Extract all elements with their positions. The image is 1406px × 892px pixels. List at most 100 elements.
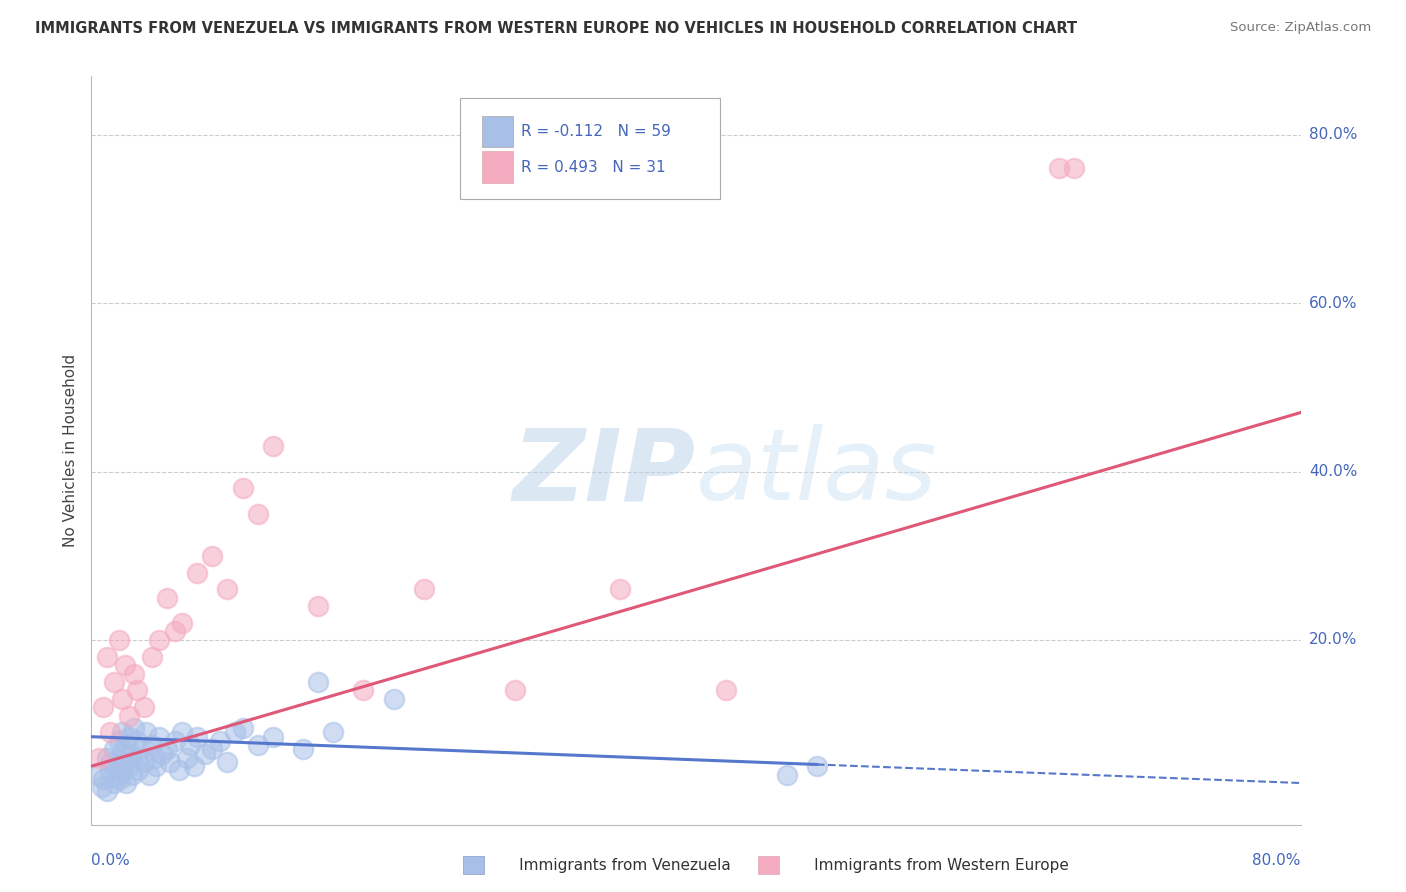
Text: R = 0.493   N = 31: R = 0.493 N = 31	[520, 160, 665, 175]
Text: 80.0%: 80.0%	[1309, 128, 1357, 142]
Point	[96, 649, 118, 664]
Point	[776, 767, 799, 781]
Point	[148, 730, 170, 744]
Text: atlas: atlas	[696, 425, 938, 522]
Text: Immigrants from Western Europe: Immigrants from Western Europe	[780, 858, 1069, 872]
Point	[107, 734, 129, 748]
Point	[138, 767, 160, 781]
Point	[125, 734, 148, 748]
Point	[1063, 161, 1085, 176]
Point	[135, 725, 157, 739]
Text: Immigrants from Venezuela: Immigrants from Venezuela	[485, 858, 731, 872]
Point	[104, 759, 127, 773]
Point	[217, 582, 239, 597]
Text: 40.0%: 40.0%	[1309, 464, 1357, 479]
Point	[87, 750, 110, 764]
Point	[352, 683, 374, 698]
Point	[98, 725, 121, 739]
Text: 20.0%: 20.0%	[1309, 632, 1357, 648]
Point	[96, 784, 118, 798]
Point	[159, 755, 181, 769]
Point	[125, 683, 148, 698]
Point	[134, 755, 156, 769]
Point	[122, 666, 145, 681]
Text: 60.0%: 60.0%	[1309, 295, 1357, 310]
Point	[91, 780, 114, 795]
Point	[129, 742, 152, 756]
Point	[714, 683, 737, 698]
Text: 0.0%: 0.0%	[91, 853, 131, 868]
Point	[186, 566, 208, 580]
Point	[262, 730, 284, 744]
Point	[163, 734, 186, 748]
Point	[503, 683, 526, 698]
Point	[141, 649, 163, 664]
Point	[246, 738, 269, 752]
Point	[172, 725, 194, 739]
FancyBboxPatch shape	[482, 116, 513, 147]
Point	[121, 767, 143, 781]
Point	[167, 764, 190, 778]
Point	[127, 764, 149, 778]
Point	[413, 582, 436, 597]
Point	[322, 725, 344, 739]
Point	[1047, 161, 1070, 176]
Point	[382, 691, 405, 706]
Point	[183, 759, 205, 773]
Point	[96, 750, 118, 764]
Point	[115, 776, 138, 790]
Text: Source: ZipAtlas.com: Source: ZipAtlas.com	[1230, 21, 1371, 34]
Point	[201, 742, 224, 756]
Point	[176, 750, 198, 764]
Point	[118, 708, 141, 723]
Point	[100, 755, 122, 769]
Point	[93, 772, 115, 786]
FancyBboxPatch shape	[482, 152, 513, 183]
Point	[114, 738, 136, 752]
Point	[156, 742, 179, 756]
Point	[246, 507, 269, 521]
Point	[134, 700, 156, 714]
Point	[141, 738, 163, 752]
Point	[208, 734, 231, 748]
Point	[186, 730, 208, 744]
Point	[156, 591, 179, 605]
Y-axis label: No Vehicles in Household: No Vehicles in Household	[62, 354, 77, 547]
Point	[103, 742, 125, 756]
Point	[806, 759, 828, 773]
Point	[194, 747, 217, 761]
Text: IMMIGRANTS FROM VENEZUELA VS IMMIGRANTS FROM WESTERN EUROPE NO VEHICLES IN HOUSE: IMMIGRANTS FROM VENEZUELA VS IMMIGRANTS …	[35, 21, 1077, 36]
Point	[98, 764, 121, 778]
Point	[93, 700, 115, 714]
Point	[172, 615, 194, 630]
Text: 80.0%: 80.0%	[1253, 853, 1301, 868]
Point	[111, 747, 132, 761]
Point	[307, 599, 329, 614]
Point	[145, 759, 167, 773]
Point	[122, 721, 145, 735]
Point	[87, 767, 110, 781]
Point	[262, 439, 284, 453]
Point	[152, 747, 174, 761]
Point	[231, 481, 253, 495]
Point	[307, 675, 329, 690]
Point	[179, 738, 201, 752]
Point	[111, 725, 132, 739]
Point	[224, 725, 246, 739]
Point	[231, 721, 253, 735]
Point	[108, 772, 131, 786]
Point	[111, 691, 132, 706]
Point	[118, 759, 141, 773]
Point	[114, 658, 136, 673]
Point	[120, 747, 142, 761]
FancyBboxPatch shape	[460, 98, 720, 200]
Point	[125, 750, 148, 764]
Point	[107, 767, 129, 781]
Point	[163, 624, 186, 639]
Point	[118, 730, 141, 744]
Point	[217, 755, 239, 769]
Point	[112, 764, 135, 778]
Point	[107, 632, 129, 647]
Point	[609, 582, 631, 597]
Point	[103, 776, 125, 790]
